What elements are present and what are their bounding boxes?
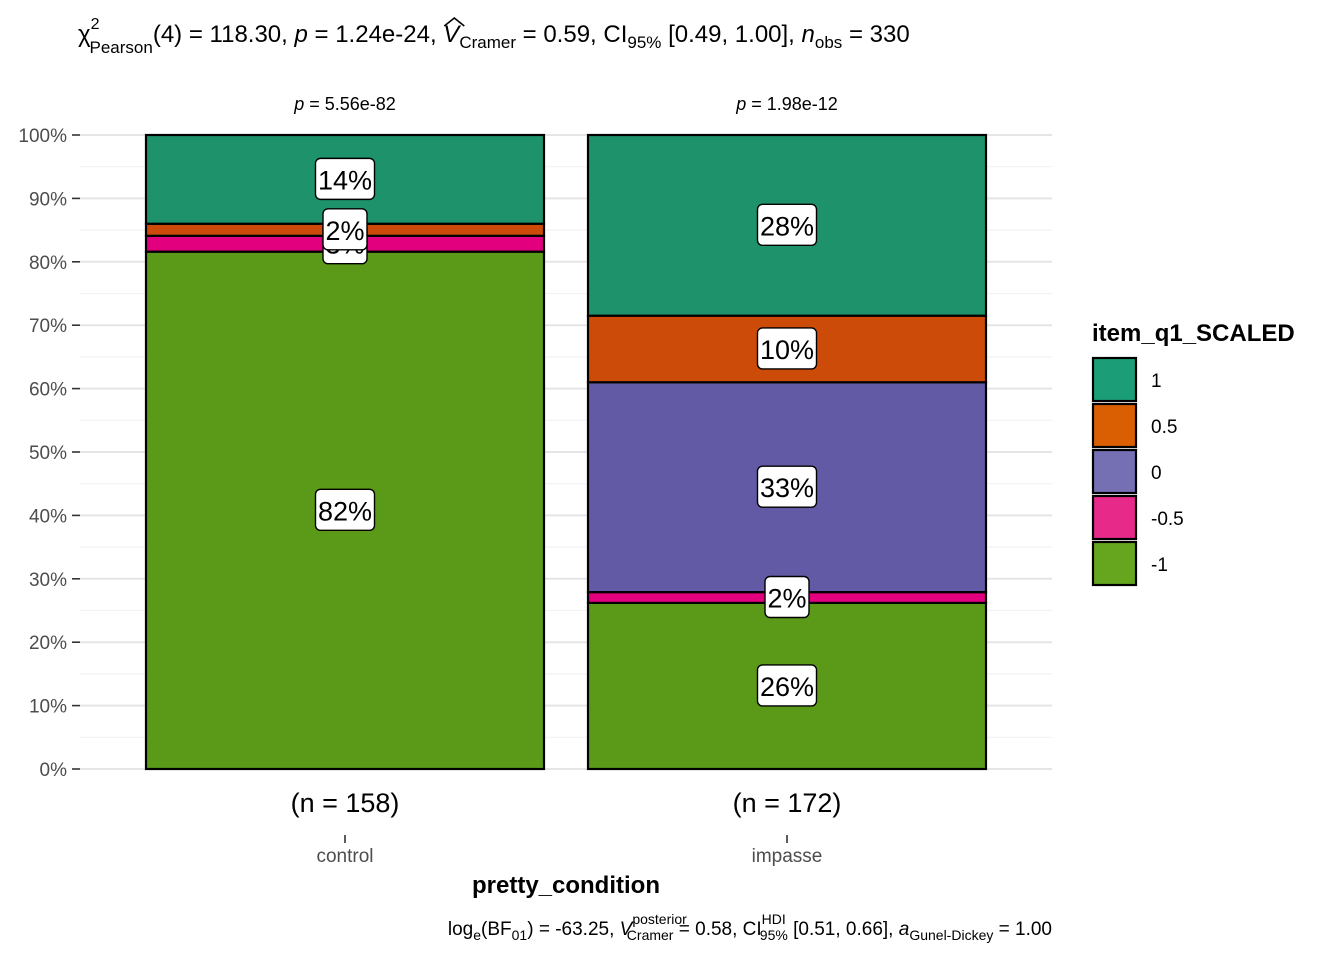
segment-label-text: 10% [760,335,814,365]
segment-label-box [314,488,376,532]
segment-label-text: 82% [318,496,372,526]
facet-p-labels: p = 5.56e-82 p = 1.98e-12 [293,94,838,114]
segment-label: 28% [756,203,818,247]
chart-caption: loge(BF01) = -63.25, Vposterior Cramer = … [448,911,1052,943]
y-tick-label: 40% [29,506,67,527]
segment-label-box [756,664,818,707]
sample-size-labels: (n = 158) (n = 172) [291,788,842,818]
legend: item_q1_SCALED 1 0.5 0 -0.5 -1 [1091,320,1295,587]
segment-label: 10% [756,327,818,370]
sample-size-label: (n = 158) [291,788,400,818]
segment-label-text: 14% [318,165,372,195]
segment-label-box [756,465,818,508]
segment-label-box [322,208,368,251]
y-tick-label: 0% [40,760,68,781]
chart-subtitle: χ2 Pearson(4) = 118.30, p = 1.24e-24, VCr… [78,16,910,57]
legend-label: -0.5 [1151,509,1184,530]
subtitle-hat-mark [443,16,465,27]
x-tick-label: impasse [752,846,823,867]
facet-p-value: p = 5.56e-82 [293,94,396,114]
segment-label-text: 26% [760,672,814,702]
segment-label-text: 2% [767,584,806,614]
legend-label: 1 [1151,371,1162,392]
legend-key [1091,356,1138,403]
y-axis: 0% 10% 20% 30% 40% 50% 60% 70% 80% 90% 100% [18,126,80,781]
y-tick-label: 50% [29,443,67,464]
x-axis: control impasse [316,835,822,867]
y-tick-label: 30% [29,570,67,591]
legend-key [1091,448,1138,495]
legend-label: 0.5 [1151,417,1177,438]
y-tick-label: 80% [29,253,67,274]
segment-label-box [756,327,818,370]
sample-size-label: (n = 172) [733,788,842,818]
segment-label: 14% [314,157,376,201]
segment-labels: 82%3%2%14%26%2%33%10%28% [314,157,818,707]
legend-key [1091,402,1138,449]
legend-key [1091,494,1138,541]
facet-p-value: p = 1.98e-12 [735,94,838,114]
legend-key [1091,540,1138,587]
x-axis-title: pretty_condition [472,872,660,899]
segment-label: 2% [764,575,810,619]
y-tick-label: 70% [29,316,67,337]
segment-label-box [764,575,810,619]
segment-label: 82% [314,488,376,532]
segment-label: 33% [756,465,818,508]
y-tick-label: 60% [29,380,67,401]
segment-label-box [314,157,376,201]
segment-label-text: 28% [760,211,814,241]
x-tick-label: control [316,846,373,867]
segment-label: 2% [322,208,368,251]
legend-title: item_q1_SCALED [1092,320,1295,347]
segment-label-text: 2% [325,216,364,246]
y-tick-label: 90% [29,189,67,210]
segment-label: 26% [756,664,818,707]
y-tick-label: 20% [29,633,67,654]
legend-label: 0 [1151,463,1162,484]
y-tick-label: 100% [18,126,67,147]
segment-label-text: 33% [760,473,814,503]
segment-label-box [756,203,818,247]
y-tick-label: 10% [29,697,67,718]
legend-label: -1 [1151,555,1168,576]
